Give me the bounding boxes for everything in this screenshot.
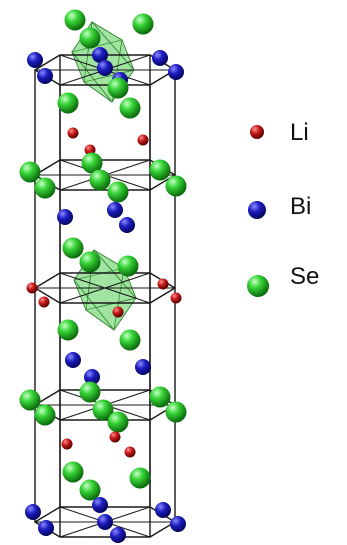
legend: Li Bi Se <box>247 119 319 297</box>
se-atom <box>149 159 171 181</box>
se-atom <box>81 152 103 174</box>
se-atom <box>117 255 139 277</box>
li-atom <box>157 278 169 290</box>
se-atom <box>107 77 129 99</box>
legend-item-se: Se <box>247 263 319 297</box>
se-atom <box>64 9 86 31</box>
bi-atom <box>110 527 126 543</box>
se-atom <box>92 399 114 421</box>
bi-atom <box>97 60 113 76</box>
se-atom <box>119 329 141 351</box>
bi-atom <box>152 50 168 66</box>
se-atom <box>165 401 187 423</box>
li-atom <box>112 306 124 318</box>
legend-label-se: Se <box>290 263 319 290</box>
li-atom <box>137 134 149 146</box>
bi-atom <box>119 217 135 233</box>
se-atom <box>79 27 101 49</box>
bi-atom <box>170 516 186 532</box>
atoms-layer <box>19 9 187 543</box>
bi-atom <box>57 209 73 225</box>
se-sphere-icon <box>247 275 269 297</box>
bi-atom <box>25 504 41 520</box>
legend-item-li: Li <box>250 119 309 146</box>
se-atom <box>57 92 79 114</box>
li-sphere-icon <box>250 125 264 139</box>
se-atom <box>89 169 111 191</box>
legend-label-bi: Bi <box>290 193 311 220</box>
bi-atom <box>38 520 54 536</box>
se-atom <box>107 411 129 433</box>
se-atom <box>165 175 187 197</box>
cell-hex-diagonal <box>59 272 151 304</box>
se-atom <box>79 251 101 273</box>
bi-atom <box>92 497 108 513</box>
unit-cell-frame <box>33 54 177 538</box>
se-atom <box>19 389 41 411</box>
bi-atom <box>135 359 151 375</box>
se-atom <box>34 404 56 426</box>
se-atom <box>19 161 41 183</box>
bi-atom <box>65 352 81 368</box>
li-atom <box>170 292 182 304</box>
se-atom <box>34 177 56 199</box>
octahedron-face <box>73 279 115 331</box>
li-atom <box>26 282 38 294</box>
bi-atom <box>27 52 43 68</box>
se-atom <box>79 381 101 403</box>
octahedron-face <box>71 51 113 103</box>
bi-atom <box>107 202 123 218</box>
se-atom <box>107 181 129 203</box>
li-atom <box>109 431 121 443</box>
se-atom <box>79 479 101 501</box>
bi-atom <box>84 369 100 385</box>
bi-atom <box>168 64 184 80</box>
li-atom <box>67 127 79 139</box>
bi-atom <box>92 47 108 63</box>
bi-sphere-icon <box>248 201 266 219</box>
bi-atom <box>155 502 171 518</box>
se-atom <box>62 461 84 483</box>
bi-atom <box>97 514 113 530</box>
legend-label-li: Li <box>290 119 309 146</box>
legend-item-bi: Bi <box>248 193 311 220</box>
se-atom <box>57 319 79 341</box>
se-atom <box>62 237 84 259</box>
li-atom <box>38 296 50 308</box>
bi-atom <box>37 68 53 84</box>
se-atom <box>149 386 171 408</box>
se-atom <box>132 13 154 35</box>
se-atom <box>129 467 151 489</box>
li-atom <box>124 446 136 458</box>
se-atom <box>119 97 141 119</box>
li-atom <box>61 438 73 450</box>
